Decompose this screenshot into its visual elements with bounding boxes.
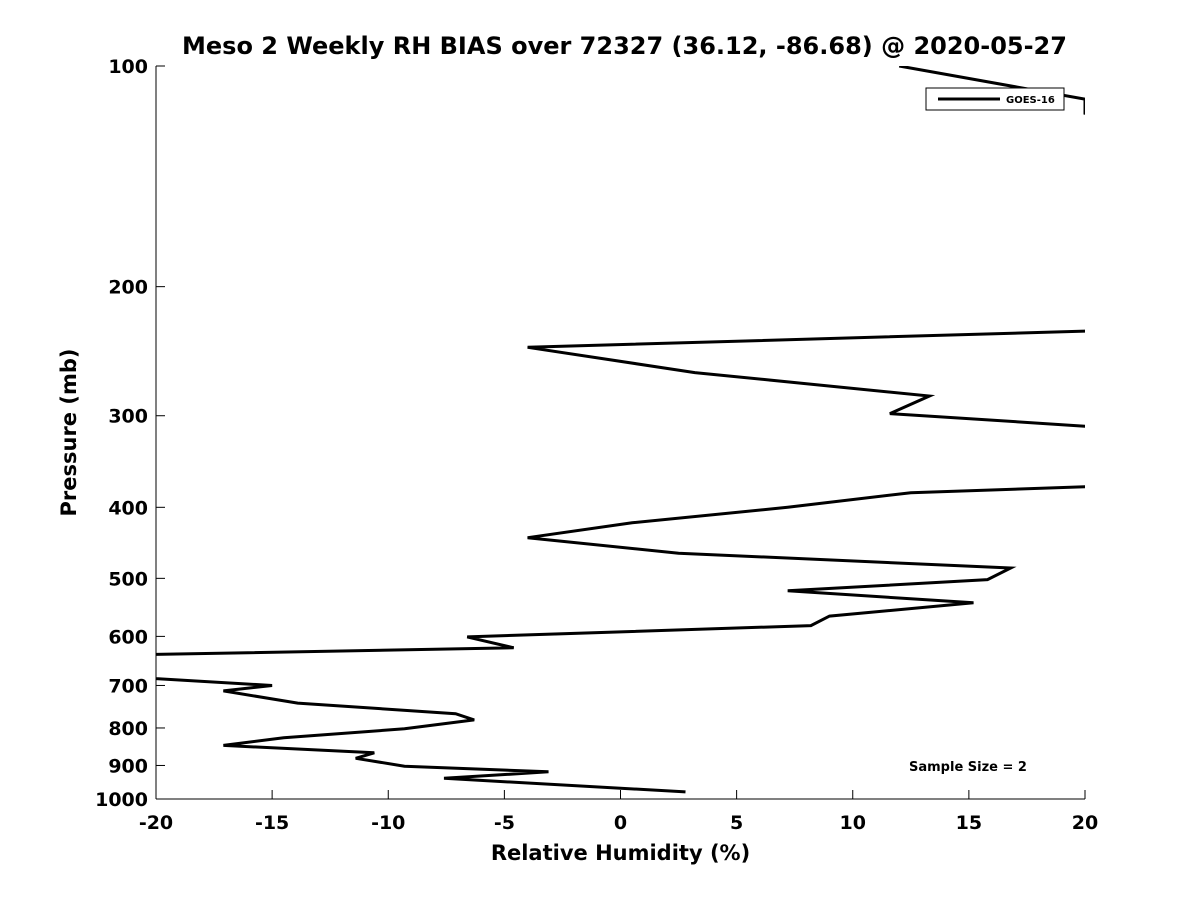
y-tick-label: 1000	[95, 789, 148, 811]
x-tick-label: -20	[139, 812, 173, 834]
x-tick-label: 10	[840, 812, 866, 834]
x-axis-ticks: -20 -15 -10 -5 0 5 10 15 20	[139, 790, 1098, 834]
y-tick-label: 500	[108, 568, 148, 590]
y-tick-label: 200	[108, 277, 148, 299]
sample-size-annotation: Sample Size = 2	[909, 760, 1027, 775]
series-line-goes-16	[156, 66, 1085, 794]
x-axis-label: Relative Humidity (%)	[491, 841, 750, 865]
legend-entry-label: GOES-16	[1006, 95, 1055, 106]
y-tick-label: 800	[108, 718, 148, 740]
x-tick-label: 15	[956, 812, 982, 834]
y-tick-label: 700	[108, 675, 148, 697]
legend: GOES-16	[925, 87, 1065, 111]
y-tick-label: 100	[108, 56, 148, 78]
x-tick-label: 20	[1072, 812, 1098, 834]
axes	[155, 66, 1085, 800]
y-tick-label: 900	[108, 755, 148, 777]
y-axis-ticks: 100 200 300 400 500 600 700 800 900 1000	[95, 56, 165, 811]
chart-title: Meso 2 Weekly RH BIAS over 72327 (36.12,…	[182, 32, 1067, 60]
y-axis-label: Pressure (mb)	[57, 349, 81, 517]
x-tick-label: 0	[614, 812, 627, 834]
y-tick-label: 600	[108, 626, 148, 648]
x-tick-label: 5	[730, 812, 743, 834]
y-tick-label: 400	[108, 497, 148, 519]
y-tick-label: 300	[108, 406, 148, 428]
series-lines	[156, 66, 1085, 794]
x-tick-label: -10	[371, 812, 405, 834]
x-tick-label: -15	[255, 812, 289, 834]
x-tick-label: -5	[494, 812, 515, 834]
